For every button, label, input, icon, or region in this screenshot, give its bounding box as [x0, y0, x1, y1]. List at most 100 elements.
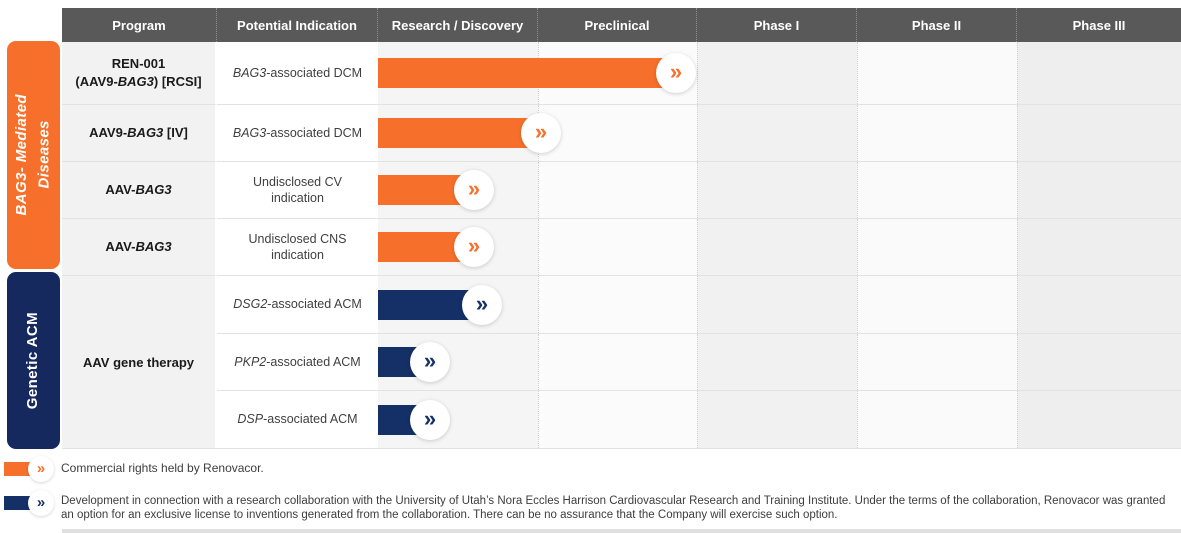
- cropped-footer-strip: [62, 529, 1181, 533]
- chevron-circle: »: [656, 53, 696, 93]
- chevron-circle: »: [28, 490, 54, 516]
- timeline-cell: »: [378, 161, 1181, 218]
- indication-text: PKP2-associated ACM: [234, 354, 361, 369]
- progress-bar: »: [378, 284, 502, 325]
- chevron-circle: »: [28, 456, 54, 482]
- legend-text-commercial-rights: Commercial rights held by Renovacor.: [61, 461, 264, 475]
- program-text: AAV-BAG3: [105, 239, 172, 255]
- stage-cell: [1017, 42, 1181, 104]
- group-label-genetic-acm-text: Genetic ACM: [24, 311, 42, 410]
- pipeline-table: Program Potential Indication Research / …: [62, 8, 1181, 449]
- program-cell: AAV-BAG3: [62, 161, 217, 218]
- indication-cell: PKP2-associated ACM: [217, 333, 378, 390]
- double-chevron-icon: »: [467, 176, 481, 201]
- double-chevron-icon: »: [36, 494, 46, 511]
- header-cell-phase-2: Phase II: [857, 8, 1017, 42]
- stage-cell: [697, 276, 857, 333]
- stage-cell: [1017, 334, 1181, 390]
- indication-cell: DSP-associated ACM: [217, 390, 378, 448]
- timeline-cell: »: [378, 218, 1181, 275]
- progress-bar: »: [378, 53, 696, 93]
- header-row: Program Potential Indication Research / …: [62, 8, 1181, 42]
- timeline-cell: »: [378, 275, 1181, 333]
- chevron-circle: »: [462, 284, 502, 325]
- double-chevron-icon: »: [423, 405, 437, 431]
- stage-cell: [697, 42, 857, 104]
- indication-text: DSP-associated ACM: [237, 412, 358, 427]
- header-cell-phase-1: Phase I: [697, 8, 857, 42]
- timeline-cell: »: [378, 42, 1181, 104]
- stage-cell: [697, 391, 857, 448]
- header-cell-program: Program: [62, 8, 217, 42]
- stage-cell: [1017, 162, 1181, 218]
- indication-text: Undisclosed CNS indication: [248, 231, 347, 262]
- table-row: DSP-associated ACM »: [62, 390, 1181, 448]
- indication-cell: Undisclosed CV indication: [217, 161, 378, 218]
- progress-bar: »: [378, 170, 494, 210]
- table-row: DSG2-associated ACM »: [62, 275, 1181, 333]
- stage-cell: [538, 162, 697, 218]
- legend-text-collaboration: Development in connection with a researc…: [61, 495, 1166, 521]
- indication-cell: Undisclosed CNS indication: [217, 218, 378, 275]
- table-row: PKP2-associated ACM »: [62, 333, 1181, 390]
- group-label-genetic-acm: Genetic ACM: [7, 272, 60, 449]
- stage-cell: [697, 219, 857, 275]
- program-cell-merged: AAV gene therapy: [62, 275, 217, 448]
- group-label-bag3-text: BAG3- Mediated Diseases: [13, 94, 53, 216]
- double-chevron-icon: »: [467, 233, 481, 258]
- header-cell-research-discovery: Research / Discovery: [378, 8, 538, 42]
- program-cell: AAV9-BAG3 [IV]: [62, 104, 217, 161]
- stage-cell: [697, 105, 857, 161]
- chevron-circle: »: [410, 399, 450, 440]
- indication-text: Undisclosed CV indication: [253, 174, 342, 205]
- program-cell: REN-001 (AAV9-BAG3) [RCSI]: [62, 42, 217, 104]
- stage-cell: [857, 334, 1017, 390]
- stage-cell: [1017, 105, 1181, 161]
- stage-cell: [857, 276, 1017, 333]
- header-cell-potential-indication: Potential Indication: [217, 8, 378, 42]
- indication-text: DSG2-associated ACM: [233, 297, 362, 312]
- table-row: REN-001 (AAV9-BAG3) [RCSI] BAG3-associate…: [62, 42, 1181, 104]
- chevron-circle: »: [410, 342, 450, 382]
- indication-cell: DSG2-associated ACM: [217, 275, 378, 333]
- double-chevron-icon: »: [423, 348, 437, 373]
- header-cell-preclinical: Preclinical: [538, 8, 697, 42]
- stage-cell: [538, 391, 697, 448]
- stage-cell: [697, 162, 857, 218]
- indication-cell: BAG3-associated DCM: [217, 42, 378, 104]
- indication-cell: BAG3-associated DCM: [217, 104, 378, 161]
- double-chevron-icon: »: [36, 460, 46, 477]
- chevron-circle: »: [454, 170, 494, 210]
- stage-cell: [1017, 219, 1181, 275]
- table-row: AAV-BAG3 Undisclosed CNS indication »: [62, 218, 1181, 275]
- group-label-bag3: BAG3- Mediated Diseases: [7, 41, 60, 269]
- indication-text: BAG3-associated DCM: [232, 125, 363, 140]
- program-text: REN-001 (AAV9-BAG3) [RCSI]: [75, 56, 202, 89]
- stage-cell: [857, 219, 1017, 275]
- stage-cell: [857, 162, 1017, 218]
- progress-bar: »: [378, 113, 561, 153]
- table-row: AAV-BAG3 Undisclosed CV indication »: [62, 161, 1181, 218]
- double-chevron-icon: »: [669, 59, 683, 84]
- table-body: REN-001 (AAV9-BAG3) [RCSI] BAG3-associate…: [62, 42, 1181, 449]
- legend-swatch-orange: »: [4, 456, 54, 482]
- progress-bar: »: [378, 227, 494, 267]
- stage-cell: [538, 276, 697, 333]
- indication-text: BAG3-associated DCM: [232, 65, 363, 80]
- legend-swatch-navy: »: [4, 490, 54, 516]
- chevron-circle: »: [454, 227, 494, 267]
- program-text: AAV-BAG3: [105, 182, 172, 198]
- chevron-circle: »: [521, 113, 561, 153]
- header-cell-phase-3: Phase III: [1072, 17, 1126, 33]
- timeline-cell: »: [378, 390, 1181, 448]
- timeline-cell: »: [378, 333, 1181, 390]
- program-cell: AAV-BAG3: [62, 218, 217, 275]
- program-text: AAV9-BAG3 [IV]: [89, 125, 188, 141]
- progress-bar: »: [378, 399, 450, 440]
- stage-cell: [538, 105, 697, 161]
- stage-cell: [1017, 391, 1181, 448]
- double-chevron-icon: »: [534, 119, 548, 144]
- stage-cell: [538, 334, 697, 390]
- stage-cell: [857, 42, 1017, 104]
- timeline-cell: »: [378, 104, 1181, 161]
